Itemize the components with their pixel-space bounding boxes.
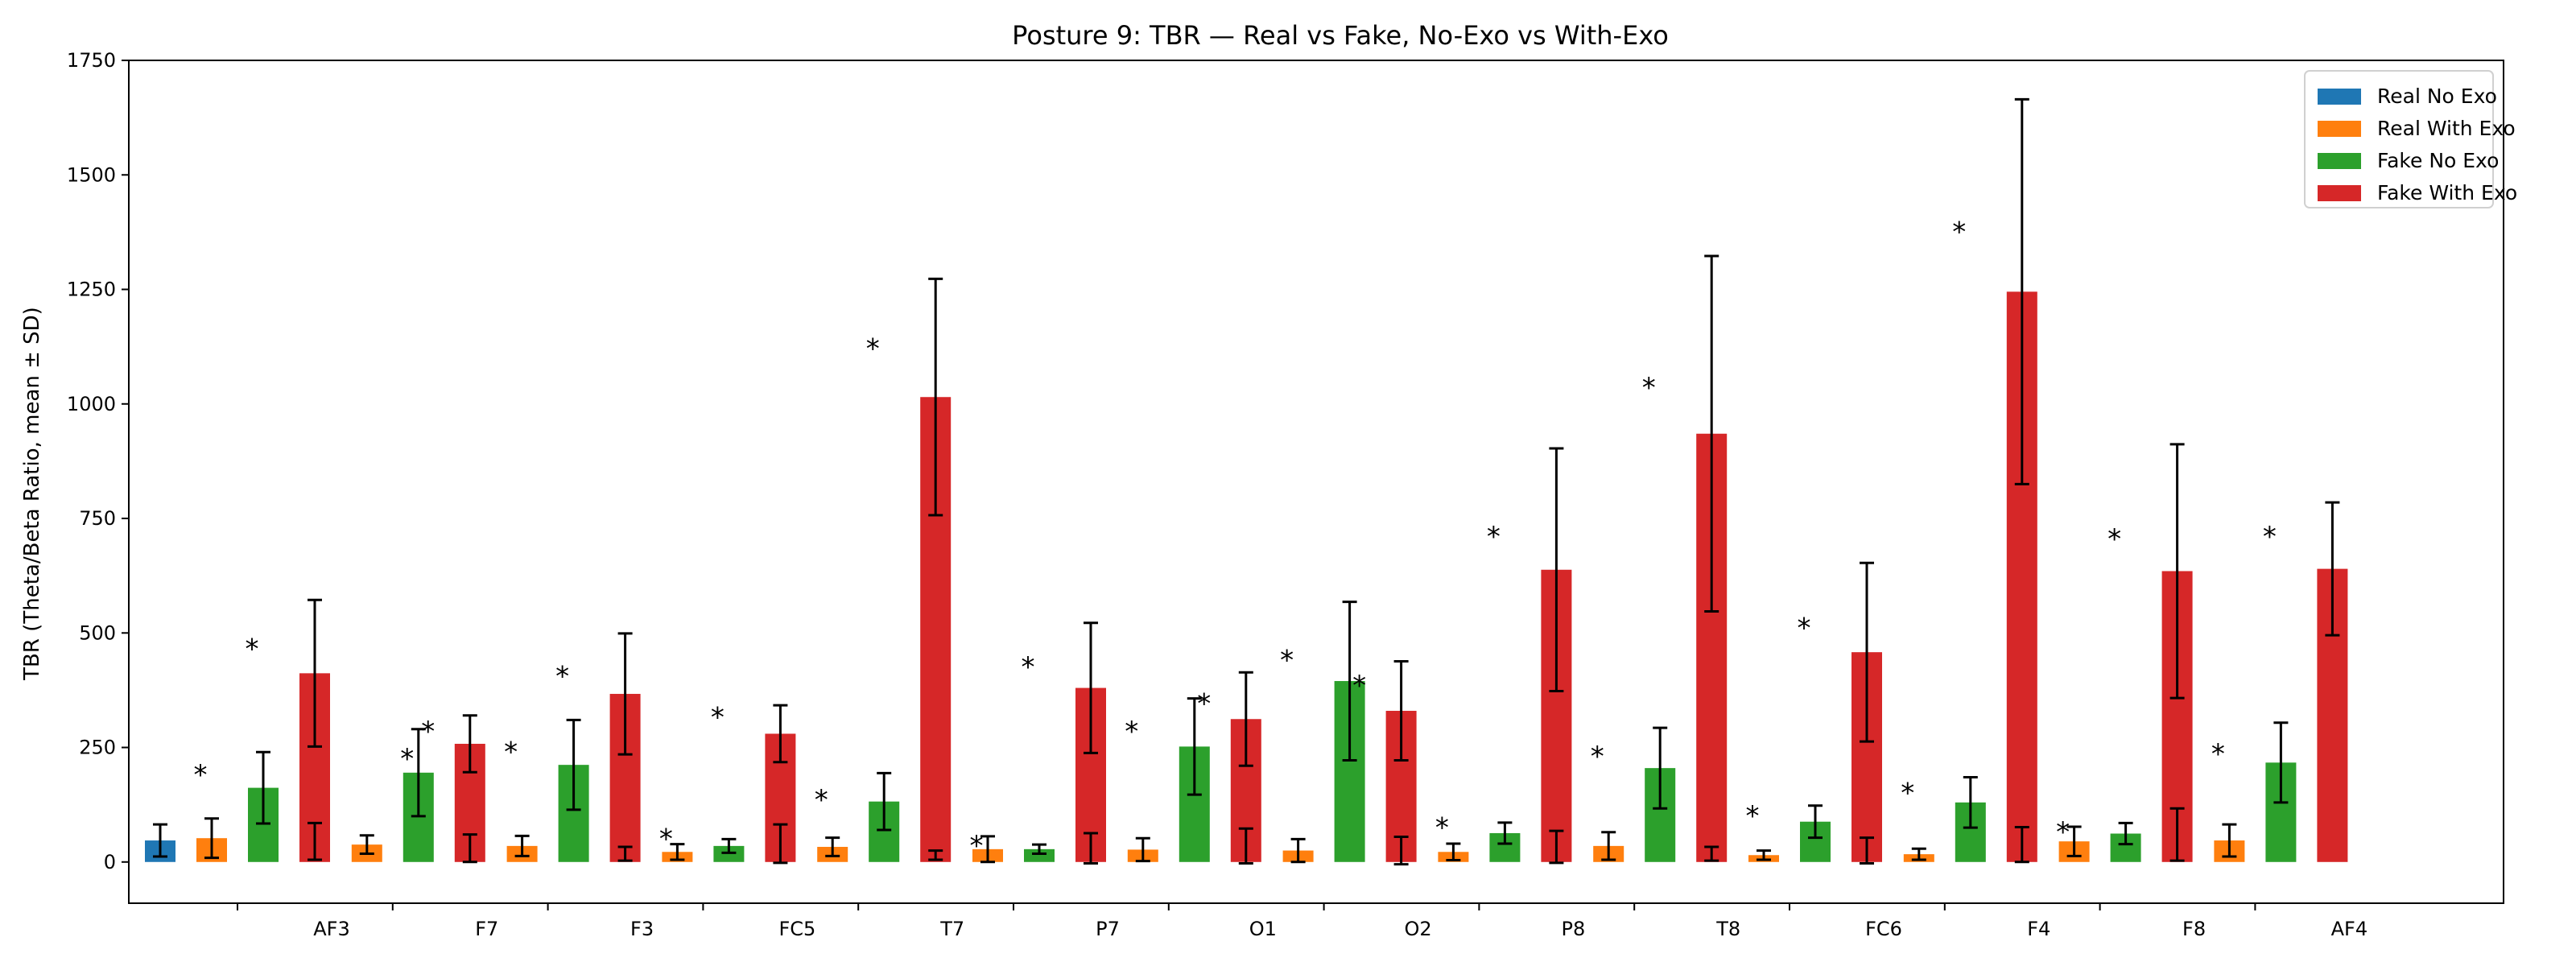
bar-p7-fake-no-exo [1024,848,1055,862]
significance-star-fc6-20: * [1746,800,1760,832]
x-tick-label-o2: O2 [1405,918,1432,940]
x-axis-ticks: AF3 F7 F3 FC5 T7 P7 O1 O2 P8 T8 FC6 F4 F8 AF4 [237,903,2368,940]
y-tick-label-1500: 1500 [67,163,116,186]
significance-star-f8-25: * [2107,523,2121,555]
x-tick-label-p7: P7 [1096,918,1120,940]
legend: Real No Exo Real With Exo Fake No Exo Fake … [2304,70,2517,208]
x-tick-label-fc5: FC5 [778,918,815,940]
significance-star-t8-18: * [1591,741,1604,773]
legend-swatch-0 [2318,89,2361,105]
x-tick-label-t8: T8 [1715,918,1740,940]
significance-star-t7-9: * [866,333,880,365]
significance-star-af4-27: * [2263,521,2277,553]
significance-star-f3-4: * [504,736,518,768]
significance-star-o2-14: * [1280,645,1294,677]
significance-star-f4-22: * [1901,778,1914,810]
significance-star-p8-16: * [1435,811,1449,844]
significance-star-p8-17: * [1487,521,1501,553]
error-bars-group [153,97,2340,866]
significance-star-o2-15: * [1352,670,1366,702]
significance-star-af3-0: * [194,759,208,791]
y-axis-label: TBR (Theta/Beta Ratio, mean ± SD) [20,307,44,681]
significance-star-o1-12: * [1125,716,1138,748]
significance-star-fc5-6: * [659,823,673,855]
x-tick-label-f7: F7 [475,918,498,940]
legend-swatch-3 [2318,185,2361,201]
significance-star-t8-19: * [1642,372,1656,404]
x-tick-label-t7: T7 [939,918,964,940]
significance-star-t7-8: * [815,784,828,816]
legend-swatch-2 [2318,153,2361,169]
legend-label-0: Real No Exo [2377,85,2497,108]
y-tick-label-1250: 1250 [67,279,116,301]
legend-label-3: Fake With Exo [2377,181,2517,204]
y-tick-label-750: 750 [79,507,116,530]
y-tick-label-1000: 1000 [67,393,116,415]
x-tick-label-fc6: FC6 [1865,918,1902,940]
x-tick-label-f3: F3 [630,918,654,940]
legend-label-2: Fake No Exo [2377,149,2499,172]
x-tick-label-f8: F8 [2182,918,2206,940]
significance-star-f7-3: * [421,716,435,748]
significance-star-p7-11: * [1022,651,1035,683]
y-tick-label-1750: 1750 [67,49,116,72]
y-tick-label-0: 0 [104,851,116,873]
y-tick-label-250: 250 [79,737,116,759]
legend-label-1: Real With Exo [2377,117,2516,140]
significance-star-af4-26: * [2211,738,2225,770]
y-tick-label-500: 500 [79,621,116,644]
legend-frame [2304,70,2494,208]
significance-star-f3-5: * [555,660,569,692]
significance-star-o1-13: * [1197,688,1211,720]
y-axis-ticks: 0 250 500 750 1000 1250 1500 1750 [67,49,129,873]
significance-star-p7-10: * [970,830,984,862]
significance-star-f8-24: * [2056,816,2070,848]
x-tick-label-af3: AF3 [313,918,350,940]
legend-swatch-1 [2318,121,2361,137]
significance-star-f4-23: * [1952,217,1966,249]
x-tick-label-o1: O1 [1249,918,1277,940]
significance-star-fc6-21: * [1798,613,1811,645]
significance-star-fc5-7: * [711,702,724,734]
significance-markers: * * * * * * * * * * * * * * * * * * * * * * * * * * * * [194,217,2277,862]
significance-star-f7-2: * [400,743,414,775]
chart-title: Posture 9: TBR — Real vs Fake, No-Exo vs… [1012,20,1669,51]
x-tick-label-af4: AF4 [2331,918,2368,940]
significance-star-af3-1: * [246,633,259,665]
x-tick-label-p8: P8 [1562,918,1586,940]
plot-frame [128,60,2504,904]
x-tick-label-f4: F4 [2027,918,2050,940]
bars-group [145,291,2348,862]
